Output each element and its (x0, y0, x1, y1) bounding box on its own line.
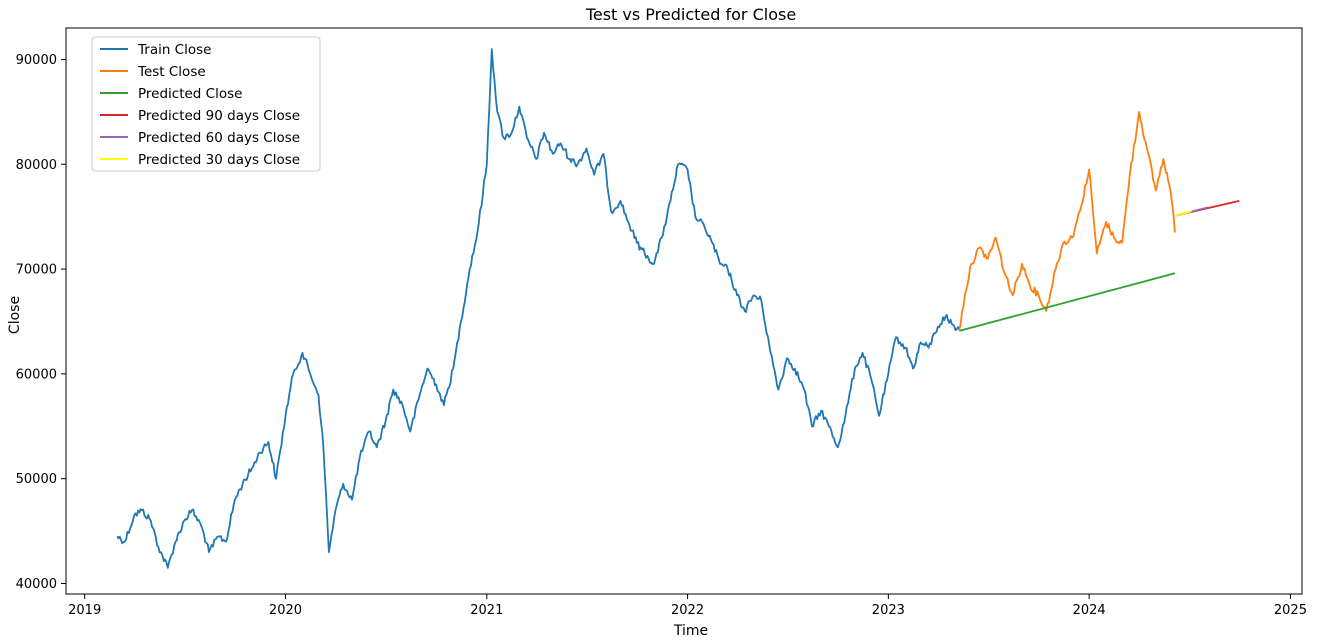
series-line-3 (959, 272, 1176, 332)
y-axis: 40000 50000 60000 70000 80000 90000 (16, 53, 66, 592)
legend-label: Predicted Close (138, 86, 242, 102)
legend-label: Predicted 90 days Close (138, 108, 300, 124)
series-line-1 (116, 48, 961, 569)
x-axis: 2019 2020 2021 2022 2023 2024 2025 (68, 594, 1307, 618)
legend-label: Predicted 60 days Close (138, 130, 300, 146)
x-tick-label: 2021 (470, 603, 503, 618)
y-tick-label: 40000 (16, 577, 57, 592)
y-axis-title: Close (7, 296, 23, 334)
x-axis-title: Time (673, 623, 708, 639)
x-tick-label: 2023 (872, 603, 905, 618)
legend-label: Test Close (137, 64, 206, 80)
chart-title: Test vs Predicted for Close (585, 5, 796, 24)
y-tick-label: 60000 (16, 367, 57, 382)
y-tick-label: 50000 (16, 472, 57, 487)
x-tick-label: 2025 (1274, 603, 1307, 618)
legend-box (91, 36, 321, 172)
x-tick-label: 2019 (68, 603, 101, 618)
x-tick-label: 2020 (269, 603, 302, 618)
series-line-6 (1175, 210, 1192, 217)
x-tick-label: 2024 (1073, 603, 1106, 618)
legend-label: Train Close (137, 42, 211, 58)
legend-label: Predicted 30 days Close (138, 152, 300, 168)
plot-area (65, 27, 1303, 595)
series-line-2 (958, 111, 1176, 331)
y-tick-label: 90000 (16, 53, 57, 68)
y-tick-label: 80000 (16, 158, 57, 173)
legend: Train Close Test Close Predicted Close Pred… (91, 36, 321, 172)
plot-frame (65, 27, 1303, 595)
x-tick-label: 2022 (671, 603, 704, 618)
y-tick-label: 70000 (16, 263, 57, 278)
